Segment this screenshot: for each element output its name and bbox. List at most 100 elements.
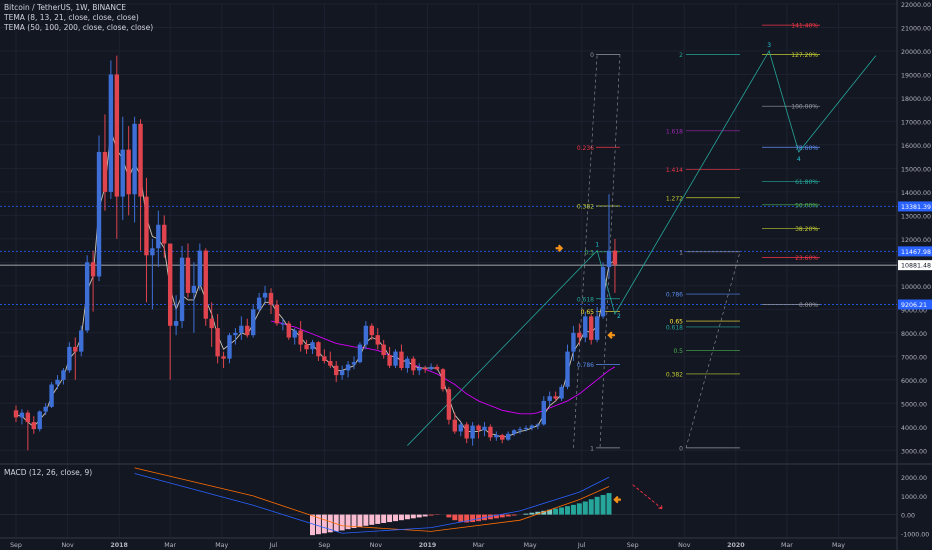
macd-indicator-label[interactable]: MACD (12, 26, close, 9) (4, 468, 93, 477)
price-tick-label: 9000.00 (901, 307, 927, 314)
candle-body (565, 351, 570, 387)
macd-line (134, 473, 610, 534)
time-tick-label: May (215, 542, 228, 549)
macd-pane (0, 467, 897, 536)
macd-bar (393, 514, 399, 522)
macd-bar (410, 514, 416, 519)
candle-body (96, 151, 102, 277)
arrow-right-icon (555, 244, 564, 253)
candle-body (304, 344, 309, 350)
candle-body (274, 304, 280, 324)
indicator-tema-fast[interactable]: TEMA (8, 13, 21, close, close, close) (4, 13, 139, 22)
indicator-tema-slow[interactable]: TEMA (50, 100, 200, close, close, close) (4, 23, 154, 32)
price-tick-label: 18000.00 (901, 96, 931, 103)
time-tick-label: Sep (627, 542, 639, 549)
fib-level-label: 1 (590, 445, 594, 452)
price-tick-label: 13000.00 (901, 213, 931, 220)
time-axis[interactable]: Sep Nov 2018 Mar May Jul Sep Nov 2019 Mar May Jul Se… (10, 542, 845, 549)
macd-bar (428, 514, 434, 516)
fib-level-label: 0 (590, 52, 594, 59)
macd-axis[interactable]: -1000.00 0.00 1000.00 2000.00 (901, 475, 929, 538)
macd-bar (333, 514, 339, 532)
candle-body (541, 400, 546, 425)
macd-bar (357, 514, 363, 527)
macd-bar (404, 514, 410, 520)
candle-body (600, 267, 606, 317)
fib-projection-label: 0.382 (666, 371, 683, 378)
candle-body (209, 318, 214, 329)
time-tick-label: Jul (269, 542, 278, 549)
fib-level-label: 0.236 (577, 145, 594, 152)
price-tag-label: 10881.48 (901, 263, 931, 270)
candle-body (245, 325, 250, 336)
candle-body (505, 433, 511, 440)
macd-bar (398, 514, 404, 521)
candle-body (108, 74, 114, 192)
price-tag-label: 13381.39 (901, 204, 931, 211)
candle-body (114, 74, 120, 197)
candle-body (559, 386, 564, 399)
fib-level-label: 0.5 (584, 249, 594, 256)
time-tick-label: Nov (61, 542, 74, 549)
macd-bar (452, 514, 458, 521)
chart-legend[interactable]: Bitcoin / TetherUS, 1W, BINANCE TEMA (8,… (4, 3, 153, 33)
macd-bar (505, 514, 511, 517)
fib-extension-label: 61.80% (795, 179, 818, 186)
candle-body (298, 330, 303, 345)
macd-bar (594, 496, 600, 515)
fib-level-label: 0.786 (577, 362, 594, 369)
time-tick-label: 2019 (419, 542, 437, 549)
time-tick-label: Mar (473, 542, 485, 549)
macd-tick-label: 2000.00 (901, 475, 927, 482)
macd-bar (476, 514, 482, 522)
price-tick-label: 10000.00 (901, 284, 931, 291)
fib-extension-label: 127.20% (791, 52, 818, 59)
candle-body (144, 196, 149, 256)
macd-bar (547, 509, 553, 515)
candle-body (138, 123, 143, 197)
candle-body (156, 224, 161, 249)
time-tick-label: Mar (781, 542, 793, 549)
price-tick-label: 16000.00 (901, 143, 931, 150)
fib-projection-label: 1 (679, 249, 683, 256)
wave-label-1: 1 (595, 242, 599, 249)
macd-bar (387, 514, 393, 523)
candle-body (43, 406, 48, 412)
candle-body (55, 379, 60, 385)
macd-arrow-down-icon (632, 484, 663, 510)
macd-arrow-left-icon (613, 495, 621, 504)
candle-body (594, 316, 600, 340)
candle-body (422, 368, 428, 370)
candle-body (126, 149, 131, 195)
macd-bar (369, 514, 375, 525)
candle-body (612, 250, 618, 265)
symbol-title[interactable]: Bitcoin / TetherUS, 1W, BINANCE (4, 3, 126, 12)
macd-bar (310, 514, 315, 536)
time-tick-label: Nov (678, 542, 691, 549)
candle-body (120, 149, 125, 197)
macd-bar (446, 514, 452, 518)
candle-body (84, 262, 90, 331)
fib-extension-label: 100.00% (791, 104, 818, 111)
candle-body (357, 344, 363, 363)
fib-projection-label: 0 (679, 445, 683, 452)
time-tick-label: Jul (577, 542, 586, 549)
candle-body (470, 425, 475, 439)
candle-body (328, 361, 333, 366)
wave-label-2: 2 (617, 313, 621, 320)
candle-body (13, 410, 19, 418)
candle-body (132, 123, 137, 195)
candle-body (500, 434, 505, 440)
candle-body (162, 224, 167, 244)
fibonacci-levels: 00.2360.3820.50.6180.650.786121.6181.414… (573, 23, 820, 452)
fib-projection-label: 0.618 (666, 324, 683, 331)
candle-body (233, 332, 238, 336)
candle-body (280, 323, 286, 325)
candle-body (577, 332, 582, 338)
time-tick-label: Mar (164, 542, 176, 549)
macd-bar (559, 507, 565, 515)
time-tick-label: Sep (10, 542, 22, 549)
macd-bar (321, 514, 327, 534)
wave-label-3: 3 (767, 42, 771, 49)
